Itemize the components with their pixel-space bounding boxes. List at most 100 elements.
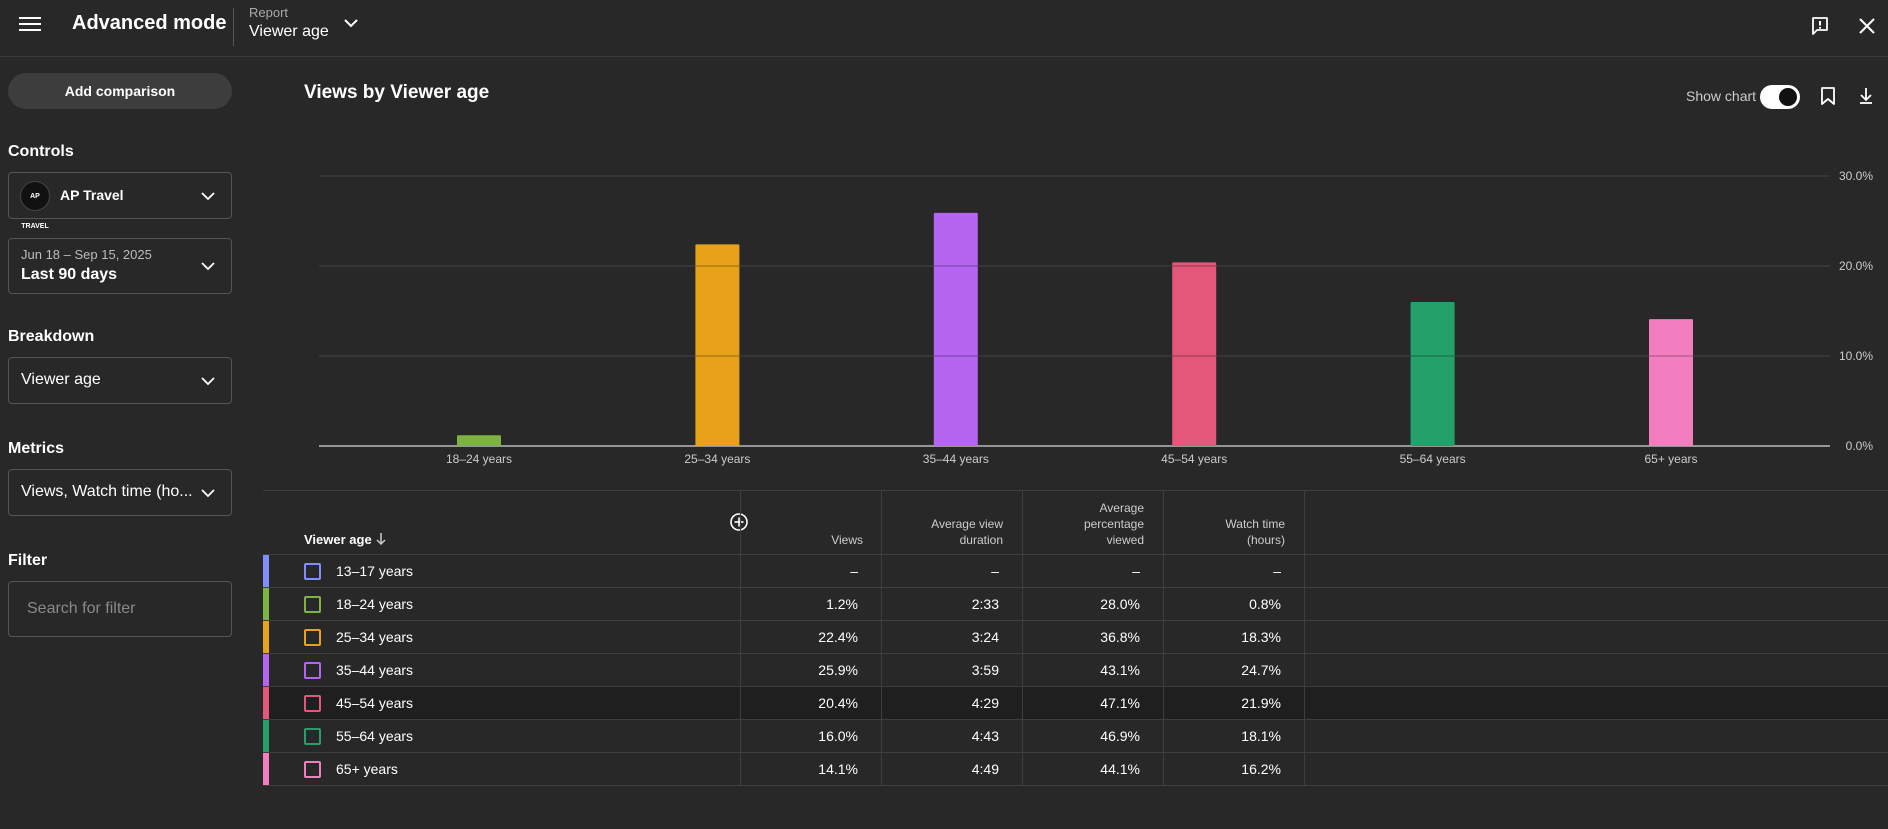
- row-label: 45–54 years: [336, 695, 414, 711]
- date-range-select[interactable]: Jun 18 – Sep 15, 2025 Last 90 days: [8, 238, 232, 294]
- cell-wt: –: [1273, 563, 1281, 579]
- row-checkbox[interactable]: [304, 563, 321, 580]
- row-label: 55–64 years: [336, 728, 414, 744]
- row-checkbox[interactable]: [304, 662, 321, 679]
- row-label: 25–34 years: [336, 629, 414, 645]
- column-header-views[interactable]: Views: [831, 533, 863, 547]
- top-header: Advanced mode Report Viewer age: [0, 0, 1888, 57]
- chart-title: Views by Viewer age: [304, 82, 490, 103]
- cell-views: 16.0%: [818, 728, 858, 744]
- row-label: 13–17 years: [336, 563, 414, 579]
- x-tick-label: 35–44 years: [923, 452, 989, 466]
- cell-avd: 4:29: [971, 695, 999, 711]
- row-checkbox[interactable]: [304, 728, 321, 745]
- chevron-down-icon[interactable]: [342, 14, 360, 32]
- cell-apv: 43.1%: [1100, 662, 1140, 678]
- cell-wt: 18.3%: [1241, 629, 1281, 645]
- hamburger-menu-icon[interactable]: [19, 14, 41, 34]
- x-tick-label: 55–64 years: [1400, 452, 1466, 466]
- row-checkbox[interactable]: [304, 629, 321, 646]
- column-divider: [1304, 490, 1305, 785]
- show-chart-toggle[interactable]: [1760, 85, 1800, 109]
- date-range-text: Jun 18 – Sep 15, 2025: [21, 247, 152, 262]
- row-checkbox[interactable]: [304, 695, 321, 712]
- cell-views: 22.4%: [818, 629, 858, 645]
- cell-views: 25.9%: [818, 662, 858, 678]
- bar[interactable]: [457, 435, 501, 446]
- row-checkbox[interactable]: [304, 761, 321, 778]
- header-divider: [233, 8, 234, 46]
- cell-views: 1.2%: [826, 596, 858, 612]
- column-divider: [1022, 490, 1023, 785]
- cell-views: 14.1%: [818, 761, 858, 777]
- row-label: 18–24 years: [336, 596, 414, 612]
- breakdown-heading: Breakdown: [8, 328, 95, 345]
- row-color-stripe: [263, 654, 269, 686]
- bar[interactable]: [695, 244, 740, 446]
- table-row[interactable]: 45–54 years 20.4% 4:29 47.1% 21.9%: [263, 686, 1888, 719]
- channel-name: AP Travel: [60, 187, 124, 203]
- table-row[interactable]: 25–34 years 22.4% 3:24 36.8% 18.3%: [263, 620, 1888, 653]
- channel-select[interactable]: AP TRAVEL AP Travel: [8, 172, 232, 230]
- cell-apv: –: [1132, 563, 1140, 579]
- table-row[interactable]: 13–17 years – – – –: [263, 554, 1888, 587]
- cell-avd: 4:49: [971, 761, 999, 777]
- bar[interactable]: [1172, 262, 1217, 446]
- cell-avd: 2:33: [971, 596, 999, 612]
- x-tick-label: 18–24 years: [446, 452, 512, 466]
- row-label: 35–44 years: [336, 662, 414, 678]
- table-row[interactable]: 35–44 years 25.9% 3:59 43.1% 24.7%: [263, 653, 1888, 686]
- column-header-watch-time[interactable]: Watch time (hours): [1225, 517, 1285, 547]
- breakdown-value: Viewer age: [21, 371, 101, 388]
- x-tick-label: 45–54 years: [1161, 452, 1227, 466]
- cell-apv: 28.0%: [1100, 596, 1140, 612]
- cell-apv: 36.8%: [1100, 629, 1140, 645]
- download-icon[interactable]: [1857, 86, 1875, 106]
- column-header-avg-percentage-viewed[interactable]: Average percentage viewed: [1083, 501, 1144, 547]
- sort-down-icon[interactable]: [374, 532, 388, 546]
- row-label: 65+ years: [336, 761, 398, 777]
- cell-apv: 46.9%: [1100, 728, 1140, 744]
- table-row[interactable]: 55–64 years 16.0% 4:43 46.9% 18.1%: [263, 719, 1888, 752]
- bar[interactable]: [1410, 302, 1455, 446]
- app-title: Advanced mode: [72, 12, 227, 34]
- table-row[interactable]: 18–24 years 1.2% 2:33 28.0% 0.8%: [263, 587, 1888, 620]
- cell-views: 20.4%: [818, 695, 858, 711]
- add-comparison-button[interactable]: Add comparison: [8, 73, 232, 109]
- row-color-stripe: [263, 753, 269, 785]
- row-color-stripe: [263, 555, 269, 587]
- channel-avatar: AP TRAVEL: [20, 181, 50, 230]
- bookmark-icon[interactable]: [1819, 86, 1837, 106]
- row-color-stripe: [263, 687, 269, 719]
- y-tick-label: 0.0%: [1846, 439, 1874, 453]
- column-header-viewer-age[interactable]: Viewer age: [304, 532, 372, 547]
- cell-wt: 0.8%: [1249, 596, 1281, 612]
- column-divider: [740, 490, 741, 785]
- metrics-heading: Metrics: [8, 440, 65, 457]
- row-checkbox[interactable]: [304, 596, 321, 613]
- sidebar: Add comparison Controls AP TRAVEL AP Tra…: [0, 57, 265, 829]
- cell-wt: 16.2%: [1241, 761, 1281, 777]
- breakdown-select[interactable]: Viewer age: [8, 357, 232, 404]
- metrics-value: Views, Watch time (ho...: [21, 483, 193, 500]
- cell-views: –: [850, 563, 858, 579]
- cell-wt: 18.1%: [1241, 728, 1281, 744]
- filter-search-input[interactable]: [8, 581, 232, 637]
- cell-apv: 44.1%: [1100, 761, 1140, 777]
- table-row[interactable]: 65+ years 14.1% 4:49 44.1% 16.2%: [263, 752, 1888, 785]
- column-header-avg-view-duration[interactable]: Average view duration: [931, 517, 1003, 547]
- report-value[interactable]: Viewer age: [249, 23, 329, 40]
- metrics-select[interactable]: Views, Watch time (ho...: [8, 469, 232, 516]
- feedback-icon[interactable]: [1810, 16, 1830, 36]
- column-divider: [1163, 490, 1164, 785]
- cell-avd: 3:24: [971, 629, 999, 645]
- row-color-stripe: [263, 621, 269, 653]
- cell-wt: 24.7%: [1241, 662, 1281, 678]
- bar[interactable]: [933, 212, 978, 446]
- add-column-icon[interactable]: [729, 512, 749, 532]
- chevron-down-icon: [201, 376, 215, 385]
- cell-apv: 47.1%: [1100, 695, 1140, 711]
- close-icon[interactable]: [1857, 16, 1877, 36]
- bar[interactable]: [1649, 319, 1693, 446]
- chevron-down-icon: [201, 262, 215, 271]
